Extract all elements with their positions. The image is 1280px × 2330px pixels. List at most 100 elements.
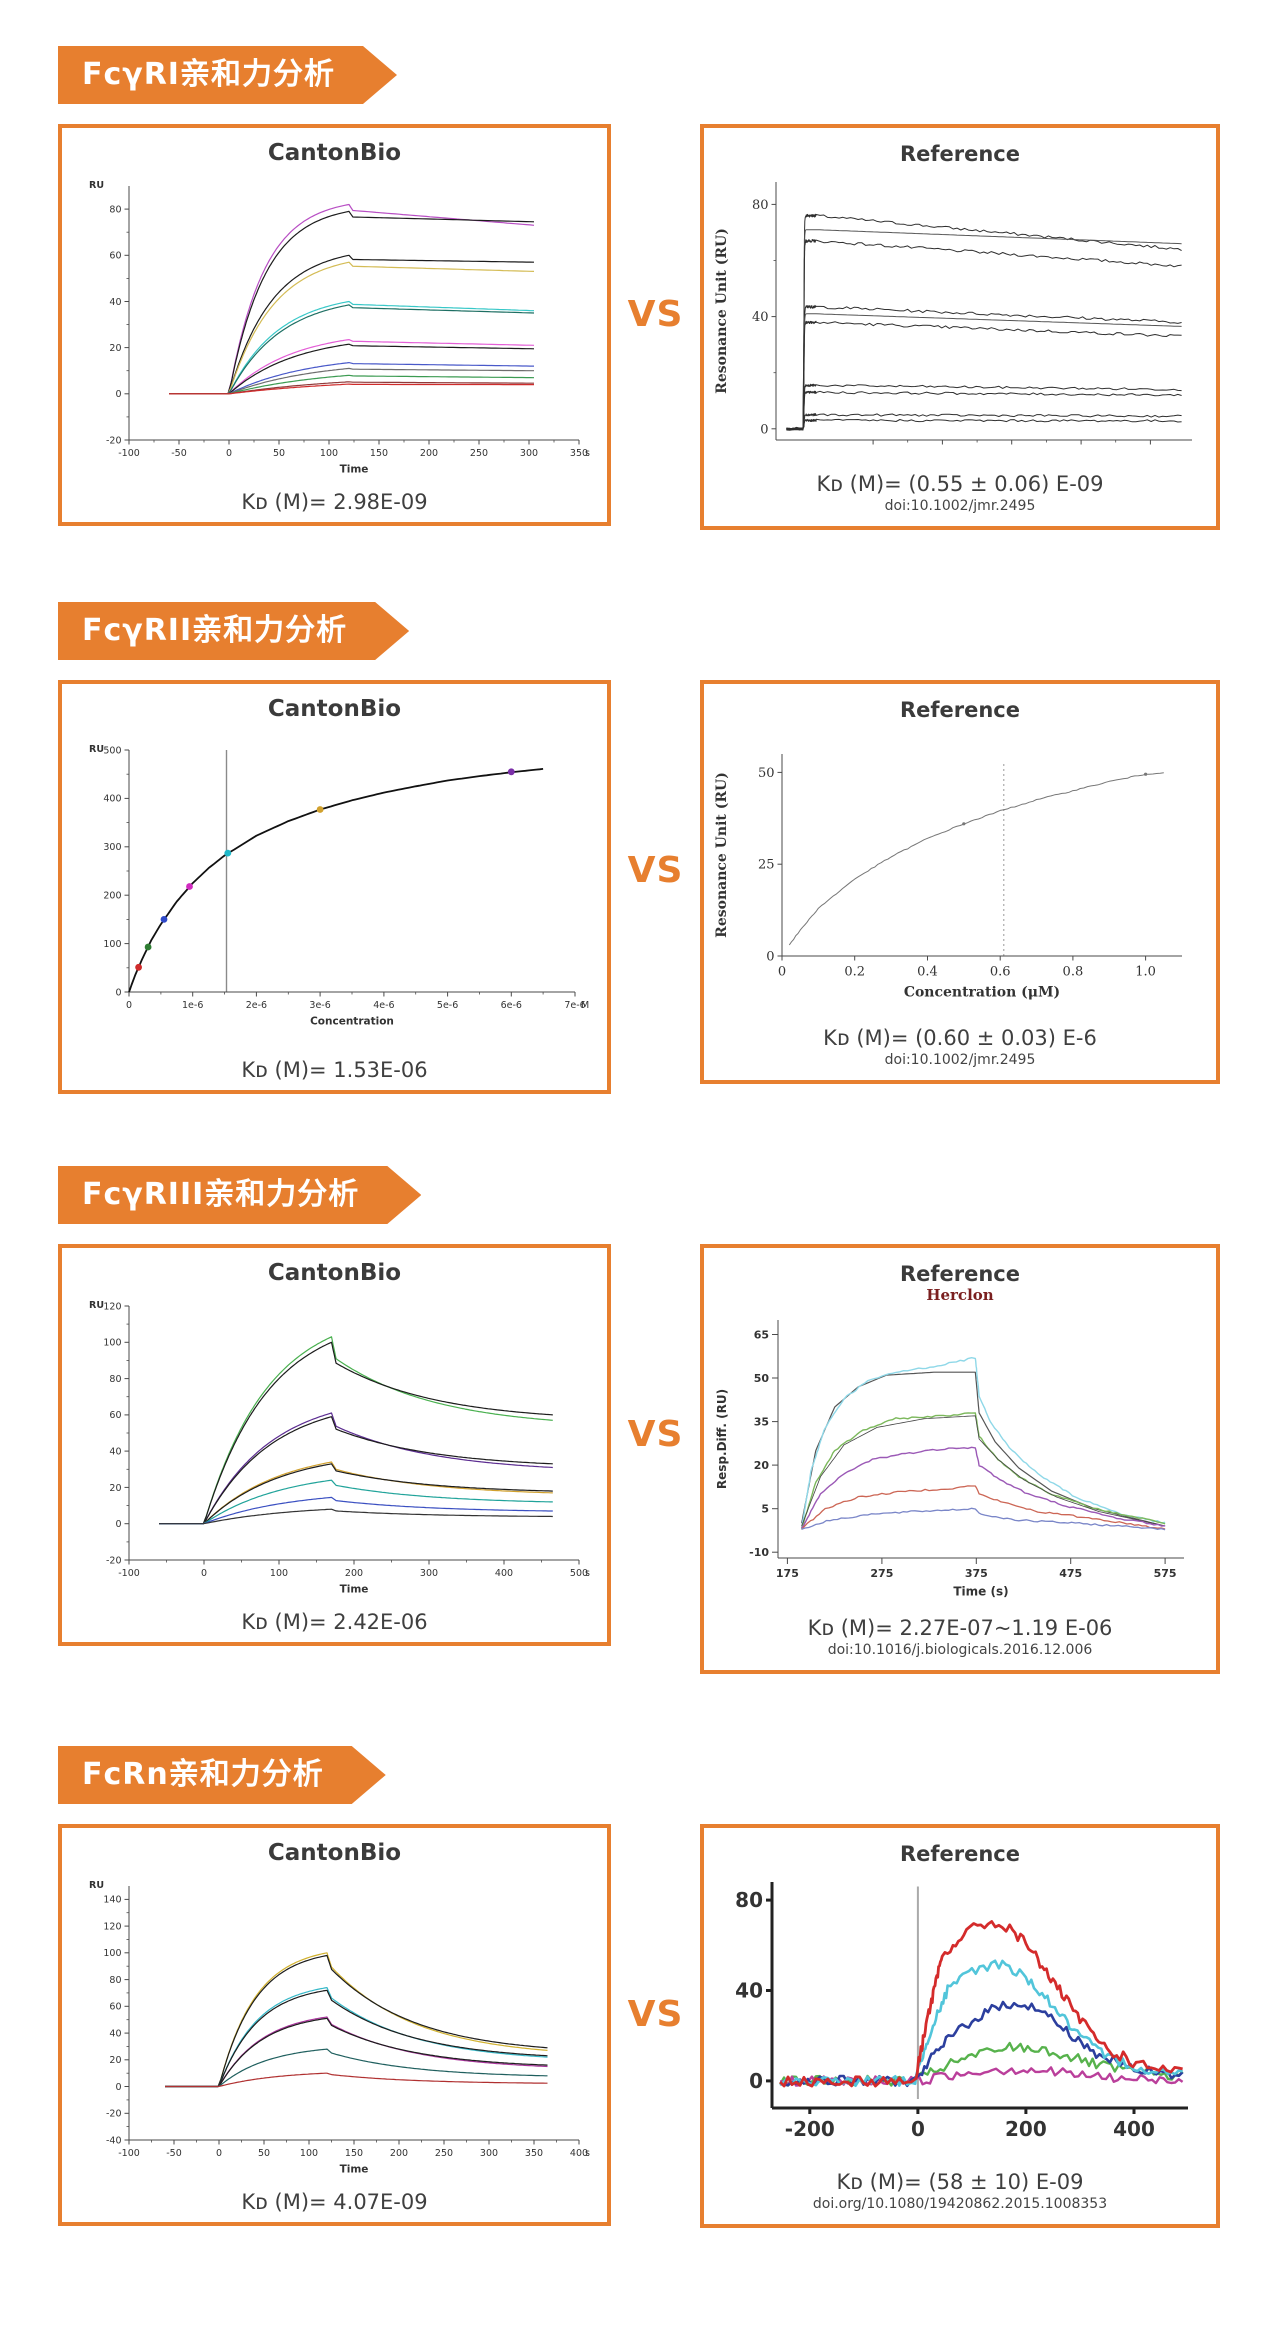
svg-text:0: 0 bbox=[115, 1519, 121, 1530]
kd-value: Kᴅ (M)= 1.53E-06 bbox=[241, 1058, 428, 1082]
svg-text:0.2: 0.2 bbox=[844, 965, 865, 980]
reference-fcrn-sensorgram-chart: -200 0 200 400 0 40 80 bbox=[735, 1882, 1188, 2141]
kd-value: Kᴅ (M)= (0.55 ± 0.06) E-09 bbox=[816, 472, 1104, 496]
panel-title: CantonBio bbox=[267, 140, 402, 166]
svg-text:80: 80 bbox=[735, 1888, 763, 1912]
vs-label: VS bbox=[627, 294, 684, 335]
svg-text:-200: -200 bbox=[785, 2117, 835, 2141]
svg-text:100: 100 bbox=[103, 939, 121, 950]
svg-text:400: 400 bbox=[569, 2148, 587, 2159]
svg-text:40: 40 bbox=[109, 1447, 121, 1458]
svg-text:Concentration (μM): Concentration (μM) bbox=[904, 984, 1060, 1000]
comparison-row: CantonBio -100 0 100 200 300 400 500 -20 0 20 40 60… bbox=[58, 1244, 1220, 1674]
svg-text:175: 175 bbox=[776, 1567, 799, 1580]
svg-text:200: 200 bbox=[103, 891, 121, 902]
kd-value: Kᴅ (M)= 2.42E-06 bbox=[241, 1610, 428, 1634]
svg-text:100: 100 bbox=[319, 448, 337, 459]
svg-text:120: 120 bbox=[103, 1921, 121, 1932]
svg-text:RU: RU bbox=[89, 1300, 104, 1311]
svg-text:20: 20 bbox=[109, 1483, 121, 1494]
svg-text:200: 200 bbox=[1005, 2117, 1047, 2141]
svg-text:-100: -100 bbox=[118, 448, 140, 459]
svg-text:7e-6: 7e-6 bbox=[564, 1000, 585, 1011]
svg-text:20: 20 bbox=[109, 343, 121, 354]
svg-text:475: 475 bbox=[1059, 1567, 1082, 1580]
svg-text:Time: Time bbox=[339, 463, 368, 475]
svg-text:-40: -40 bbox=[105, 2135, 121, 2146]
svg-text:5e-6: 5e-6 bbox=[436, 1000, 457, 1011]
svg-text:200: 200 bbox=[389, 2148, 407, 2159]
svg-text:200: 200 bbox=[419, 448, 437, 459]
cantonbio-fcgrii-affinity-chart: 0 1e-6 2e-6 3e-6 4e-6 5e-6 6e-6 7e-6 0 100 200 300 4… bbox=[89, 744, 589, 1027]
svg-text:0: 0 bbox=[200, 1568, 206, 1579]
svg-text:80: 80 bbox=[109, 1975, 121, 1986]
cantonbio-fcrn-sensorgram-chart: -100 -50 0 50 100 150 200 250 300 350 400 -40 -20 0 20… bbox=[89, 1880, 590, 2175]
svg-text:-20: -20 bbox=[105, 2109, 121, 2120]
svg-text:80: 80 bbox=[109, 204, 121, 215]
svg-text:100: 100 bbox=[103, 1948, 121, 1959]
svg-text:300: 300 bbox=[519, 448, 537, 459]
svg-text:1.0: 1.0 bbox=[1135, 965, 1156, 980]
banner-label: FcγRIII亲和力分析 bbox=[82, 1177, 360, 1212]
svg-text:40: 40 bbox=[735, 1979, 763, 2003]
svg-text:0: 0 bbox=[115, 389, 121, 400]
banner-label: FcγRI亲和力分析 bbox=[82, 57, 335, 92]
comparison-row: CantonBio 0 1e-6 2e-6 3e-6 4e-6 5e-6 6e-6 7e-6 0… bbox=[58, 680, 1220, 1094]
svg-text:60: 60 bbox=[109, 1410, 121, 1421]
svg-text:350: 350 bbox=[569, 448, 587, 459]
svg-text:200: 200 bbox=[344, 1568, 362, 1579]
cantonbio-panel-fcgrii: CantonBio 0 1e-6 2e-6 3e-6 4e-6 5e-6 6e-6 7e-6 0… bbox=[58, 680, 611, 1094]
svg-text:80: 80 bbox=[752, 198, 769, 213]
svg-text:375: 375 bbox=[965, 1567, 988, 1580]
svg-text:Resp.Diff. (RU): Resp.Diff. (RU) bbox=[715, 1389, 729, 1489]
svg-text:-20: -20 bbox=[105, 435, 121, 446]
svg-text:-100: -100 bbox=[118, 2148, 140, 2159]
vs-label: VS bbox=[627, 1994, 684, 2035]
svg-text:80: 80 bbox=[109, 1374, 121, 1385]
svg-text:20: 20 bbox=[109, 2055, 121, 2066]
comparison-row: CantonBio -100 -50 0 50 100 150 200 250 300 350 40… bbox=[58, 1824, 1220, 2228]
svg-text:40: 40 bbox=[109, 2028, 121, 2039]
svg-text:-50: -50 bbox=[166, 2148, 182, 2159]
svg-text:RU: RU bbox=[89, 744, 104, 755]
svg-text:0.8: 0.8 bbox=[1063, 965, 1084, 980]
svg-text:100: 100 bbox=[299, 2148, 317, 2159]
kd-value: Kᴅ (M)= 2.27E-07~1.19 E-06 bbox=[807, 1616, 1113, 1640]
svg-text:500: 500 bbox=[569, 1568, 587, 1579]
svg-text:400: 400 bbox=[103, 794, 121, 805]
panel-title: CantonBio bbox=[267, 696, 402, 722]
svg-text:275: 275 bbox=[870, 1567, 893, 1580]
svg-text:50: 50 bbox=[257, 2148, 269, 2159]
svg-text:575: 575 bbox=[1154, 1567, 1177, 1580]
svg-text:6e-6: 6e-6 bbox=[500, 1000, 521, 1011]
panel-title: Reference bbox=[899, 698, 1021, 722]
svg-text:60: 60 bbox=[109, 251, 121, 262]
panel-title: Reference bbox=[899, 1262, 1021, 1286]
cantonbio-panel-fcgriii: CantonBio -100 0 100 200 300 400 500 -20 0 20 40 60… bbox=[58, 1244, 611, 1646]
doi-reference: doi:10.1002/jmr.2495 bbox=[884, 1052, 1036, 1068]
svg-text:0: 0 bbox=[115, 987, 121, 998]
svg-text:Time: Time bbox=[339, 1583, 368, 1595]
svg-text:150: 150 bbox=[369, 448, 387, 459]
section-fcrn: FcRn亲和力分析 CantonBio -100 -50 0 50 100 150 200 2… bbox=[58, 1746, 1220, 2228]
svg-text:250: 250 bbox=[434, 2148, 452, 2159]
reference-panel-fcrn: Reference -200 0 200 400 0 40 80 Kᴅ (M)= (58 ±… bbox=[700, 1824, 1220, 2228]
svg-text:300: 300 bbox=[103, 842, 121, 853]
svg-text:RU: RU bbox=[89, 180, 104, 191]
svg-text:3e-6: 3e-6 bbox=[309, 1000, 330, 1011]
svg-text:0: 0 bbox=[911, 2117, 925, 2141]
svg-text:100: 100 bbox=[269, 1568, 287, 1579]
svg-text:-50: -50 bbox=[171, 448, 187, 459]
reference-fcgri-sensorgram-chart: 0 40 80 Resonance Unit (RU) bbox=[714, 182, 1192, 445]
svg-text:4e-6: 4e-6 bbox=[373, 1000, 394, 1011]
kd-value: Kᴅ (M)= 2.98E-09 bbox=[241, 490, 428, 514]
svg-text:150: 150 bbox=[344, 2148, 362, 2159]
svg-text:120: 120 bbox=[103, 1301, 121, 1312]
svg-text:50: 50 bbox=[272, 448, 284, 459]
panel-title: Reference bbox=[899, 142, 1021, 166]
svg-text:0: 0 bbox=[778, 965, 786, 980]
cantonbio-fcgriii-sensorgram-chart: -100 0 100 200 300 400 500 -20 0 20 40 60 80 100 120RU… bbox=[89, 1300, 590, 1595]
kd-value: Kᴅ (M)= (0.60 ± 0.03) E-6 bbox=[823, 1026, 1097, 1050]
comparison-row: CantonBio -100 -50 0 50 100 150 200 250 300 350 -2… bbox=[58, 124, 1220, 530]
doi-reference: doi:10.1016/j.biologicals.2016.12.006 bbox=[827, 1642, 1093, 1658]
